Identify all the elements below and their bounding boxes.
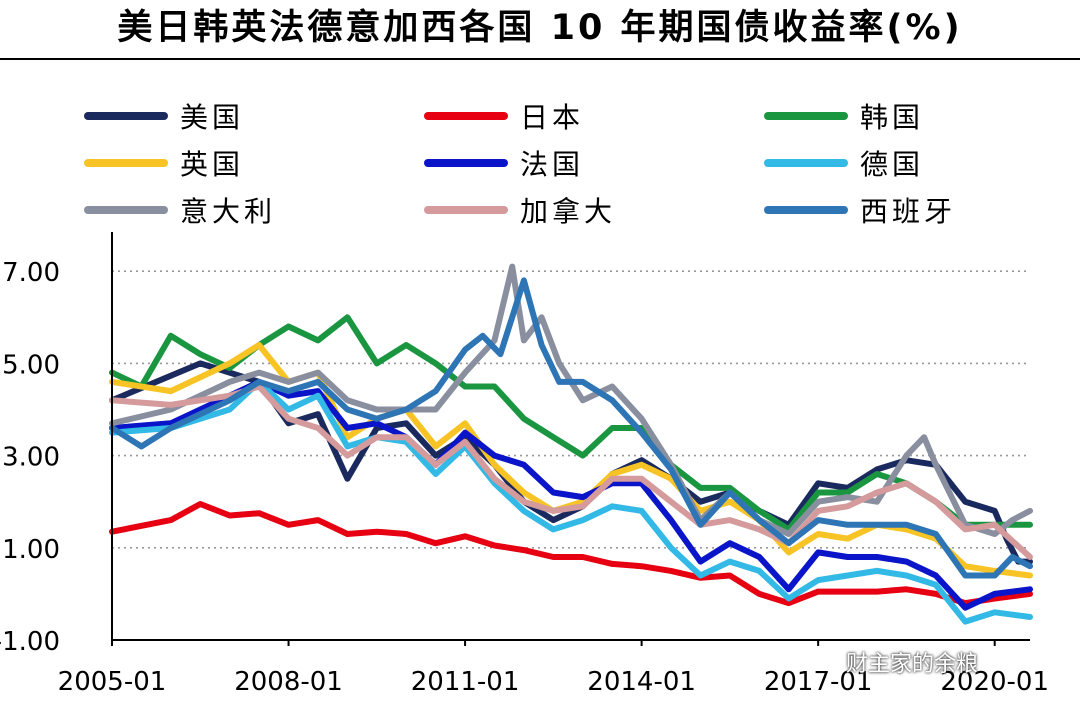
legend-label: 意大利 [180, 195, 276, 228]
legend-item: 西班牙 [764, 195, 956, 228]
legend-label: 日本 [520, 101, 584, 134]
series-line [109, 378, 1033, 625]
series-lines [109, 263, 1033, 625]
axes [111, 232, 1030, 641]
x-tick-label: 2011-01 [411, 667, 520, 697]
legend-item: 加拿大 [424, 195, 616, 228]
y-tick-label: 5.00 [2, 350, 60, 380]
legend-label: 德国 [860, 148, 924, 181]
legend-item: 意大利 [84, 195, 276, 228]
x-tick-label: 2017-01 [764, 667, 873, 697]
x-tick-label: 2020-01 [940, 667, 1049, 697]
legend-label: 美国 [180, 101, 244, 134]
y-tick-label: 3.00 [2, 443, 60, 473]
y-tick-label: -1.00 [0, 627, 60, 657]
watermark: 财主家的余粮 [846, 652, 979, 677]
series-line [109, 383, 1033, 560]
legend-item: 法国 [424, 148, 584, 181]
legend-label: 法国 [520, 148, 584, 181]
legend-item: 英国 [84, 148, 244, 181]
legend-label: 加拿大 [520, 195, 616, 228]
x-tick-label: 2005-01 [58, 667, 167, 697]
chart-title: 美日韩英法德意加西各国 10 年期国债收益率(%) [117, 8, 963, 48]
series-line [109, 277, 1033, 579]
legend-item: 日本 [424, 101, 584, 134]
title-rule [0, 58, 1080, 60]
legend-item: 韩国 [764, 101, 924, 134]
y-tick-label: 1.00 [2, 535, 60, 565]
legend-item: 德国 [764, 148, 924, 181]
y-axis-tick-labels: -1.00 1.00 3.00 5.00 7.00 [0, 258, 60, 657]
legend-item: 美国 [84, 101, 244, 134]
y-tick-label: 7.00 [2, 258, 60, 288]
series-line [109, 501, 1033, 607]
legend-label: 西班牙 [860, 195, 956, 228]
legend-label: 韩国 [860, 101, 924, 134]
x-axis-tick-labels: 2005-01 2008-01 2011-01 2014-01 2017-01 2020-… [58, 640, 1049, 697]
series-line [109, 314, 1033, 533]
x-tick-label: 2014-01 [587, 667, 696, 697]
legend-label: 英国 [180, 148, 244, 181]
x-tick-label: 2008-01 [234, 667, 343, 697]
